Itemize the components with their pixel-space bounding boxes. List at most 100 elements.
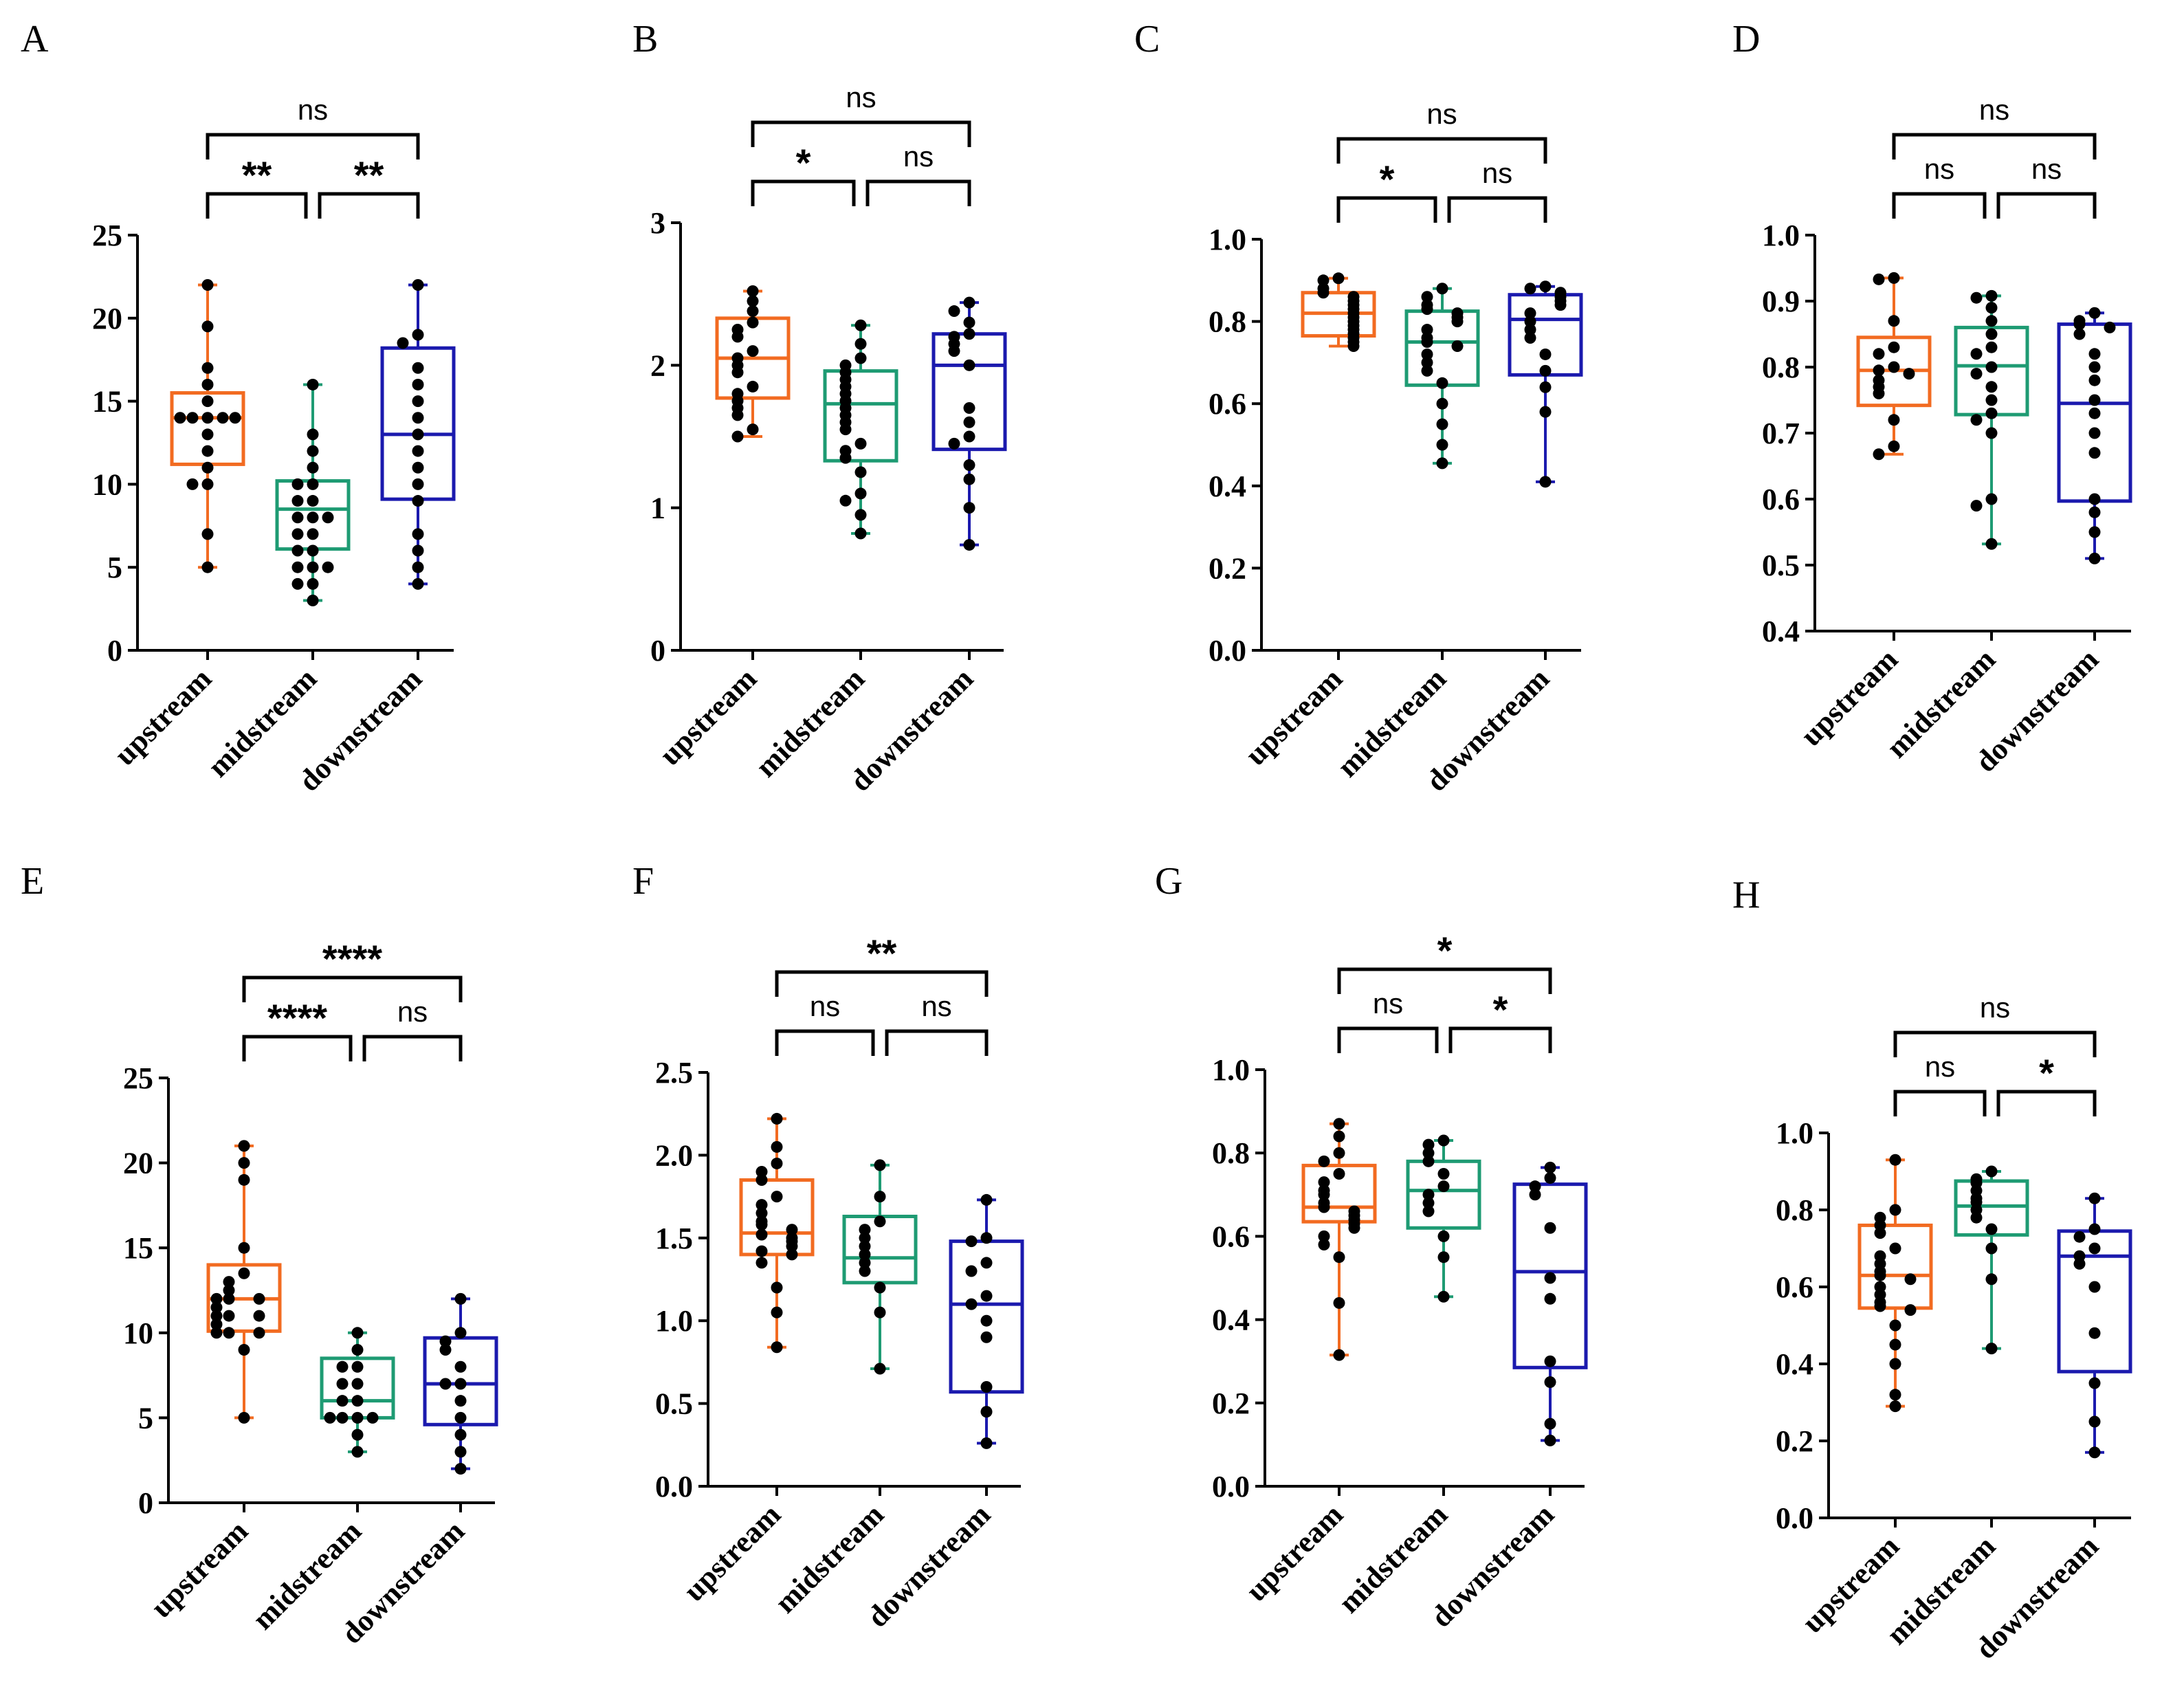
significance-label: ns xyxy=(846,81,876,113)
data-point xyxy=(291,528,304,540)
data-point xyxy=(1985,1273,1998,1286)
data-point xyxy=(1436,418,1448,430)
data-point xyxy=(2104,321,2116,333)
data-point xyxy=(238,1344,250,1356)
data-point xyxy=(786,1240,798,1253)
data-point xyxy=(1333,1297,1345,1309)
data-point xyxy=(854,466,867,478)
data-point xyxy=(412,428,424,441)
data-point xyxy=(854,352,867,364)
significance-bracket xyxy=(1447,196,1547,223)
data-point xyxy=(217,412,229,424)
significance-label: ns xyxy=(921,990,951,1022)
data-point xyxy=(1539,476,1552,488)
y-tick-label: 2.5 xyxy=(655,1056,693,1090)
data-point xyxy=(874,1306,886,1319)
data-point xyxy=(755,1228,768,1241)
data-point xyxy=(1544,1418,1556,1430)
data-point xyxy=(454,1429,467,1441)
data-point xyxy=(980,1314,993,1327)
panel-letter: B xyxy=(632,18,658,60)
data-point xyxy=(948,305,960,318)
y-tick-label: 0.4 xyxy=(1762,615,1800,648)
data-point xyxy=(747,380,759,393)
data-point xyxy=(747,316,759,329)
data-point xyxy=(291,478,304,490)
data-point xyxy=(965,1235,978,1248)
data-point xyxy=(747,305,759,318)
data-point xyxy=(1318,1230,1330,1242)
data-point xyxy=(1436,377,1448,389)
data-point xyxy=(874,1191,886,1203)
data-point xyxy=(965,1298,978,1310)
data-point xyxy=(1985,302,1998,314)
data-point xyxy=(2073,1257,2086,1270)
significance-bracket xyxy=(1448,1026,1552,1053)
panel-letter: D xyxy=(1732,18,1760,60)
data-point xyxy=(2088,1192,2101,1204)
data-point xyxy=(1333,1251,1345,1264)
data-point xyxy=(454,1360,467,1373)
data-point xyxy=(747,295,759,307)
data-point xyxy=(1544,1161,1556,1173)
data-point xyxy=(253,1327,265,1339)
data-point xyxy=(1889,1319,1901,1332)
data-point xyxy=(1888,315,1900,327)
data-point xyxy=(238,1267,250,1279)
data-point xyxy=(397,337,409,349)
y-tick-label: 0.8 xyxy=(1776,1193,1813,1227)
data-point xyxy=(859,1240,871,1253)
significance-label: ns xyxy=(1426,98,1457,130)
data-point xyxy=(1422,1189,1435,1201)
significance-bracket xyxy=(1996,192,2097,219)
panel-letter: A xyxy=(21,18,49,60)
data-point xyxy=(307,528,319,540)
data-point xyxy=(412,329,424,341)
data-point xyxy=(291,495,304,507)
y-tick-label: 0.8 xyxy=(1209,305,1246,339)
data-point xyxy=(1544,1172,1556,1184)
data-point xyxy=(351,1411,364,1424)
data-point xyxy=(2088,447,2101,459)
data-point xyxy=(210,1301,223,1314)
y-tick-label: 0.6 xyxy=(1209,387,1246,421)
significance-label: ns xyxy=(2031,153,2062,185)
data-point xyxy=(1529,1180,1541,1193)
data-point xyxy=(874,1281,886,1294)
data-point xyxy=(201,528,214,540)
data-point xyxy=(1889,1242,1901,1255)
significance-bracket xyxy=(1892,192,1987,219)
data-point xyxy=(2088,394,2101,406)
data-point xyxy=(1985,381,1998,393)
data-point xyxy=(307,595,319,607)
data-point xyxy=(1889,1400,1901,1413)
significance-bracket xyxy=(1996,1090,2097,1116)
y-tick-label: 5 xyxy=(107,551,122,584)
significance-bracket xyxy=(885,1029,989,1056)
data-point xyxy=(2088,1281,2101,1293)
data-point xyxy=(210,1292,223,1305)
data-point xyxy=(1437,1230,1450,1242)
data-point xyxy=(336,1395,349,1407)
data-point xyxy=(307,561,319,573)
y-tick-label: 1.0 xyxy=(1212,1053,1250,1087)
data-point xyxy=(1985,1242,1998,1255)
data-point xyxy=(1422,1155,1435,1167)
data-point xyxy=(238,1242,250,1254)
data-point xyxy=(1318,1176,1330,1189)
data-point xyxy=(253,1310,265,1322)
significance-label: ns xyxy=(1373,987,1403,1019)
data-point xyxy=(412,378,424,390)
data-point xyxy=(238,1411,250,1424)
panel-letter: F xyxy=(632,860,654,903)
y-tick-label: 20 xyxy=(92,302,122,335)
data-point xyxy=(439,1378,452,1390)
data-point xyxy=(980,1437,993,1449)
significance-bracket xyxy=(1336,196,1437,223)
data-point xyxy=(186,478,199,490)
data-point xyxy=(324,1411,336,1424)
data-point xyxy=(1437,1168,1450,1180)
data-point xyxy=(874,1215,886,1228)
data-point xyxy=(454,1292,467,1305)
data-point xyxy=(291,577,304,590)
